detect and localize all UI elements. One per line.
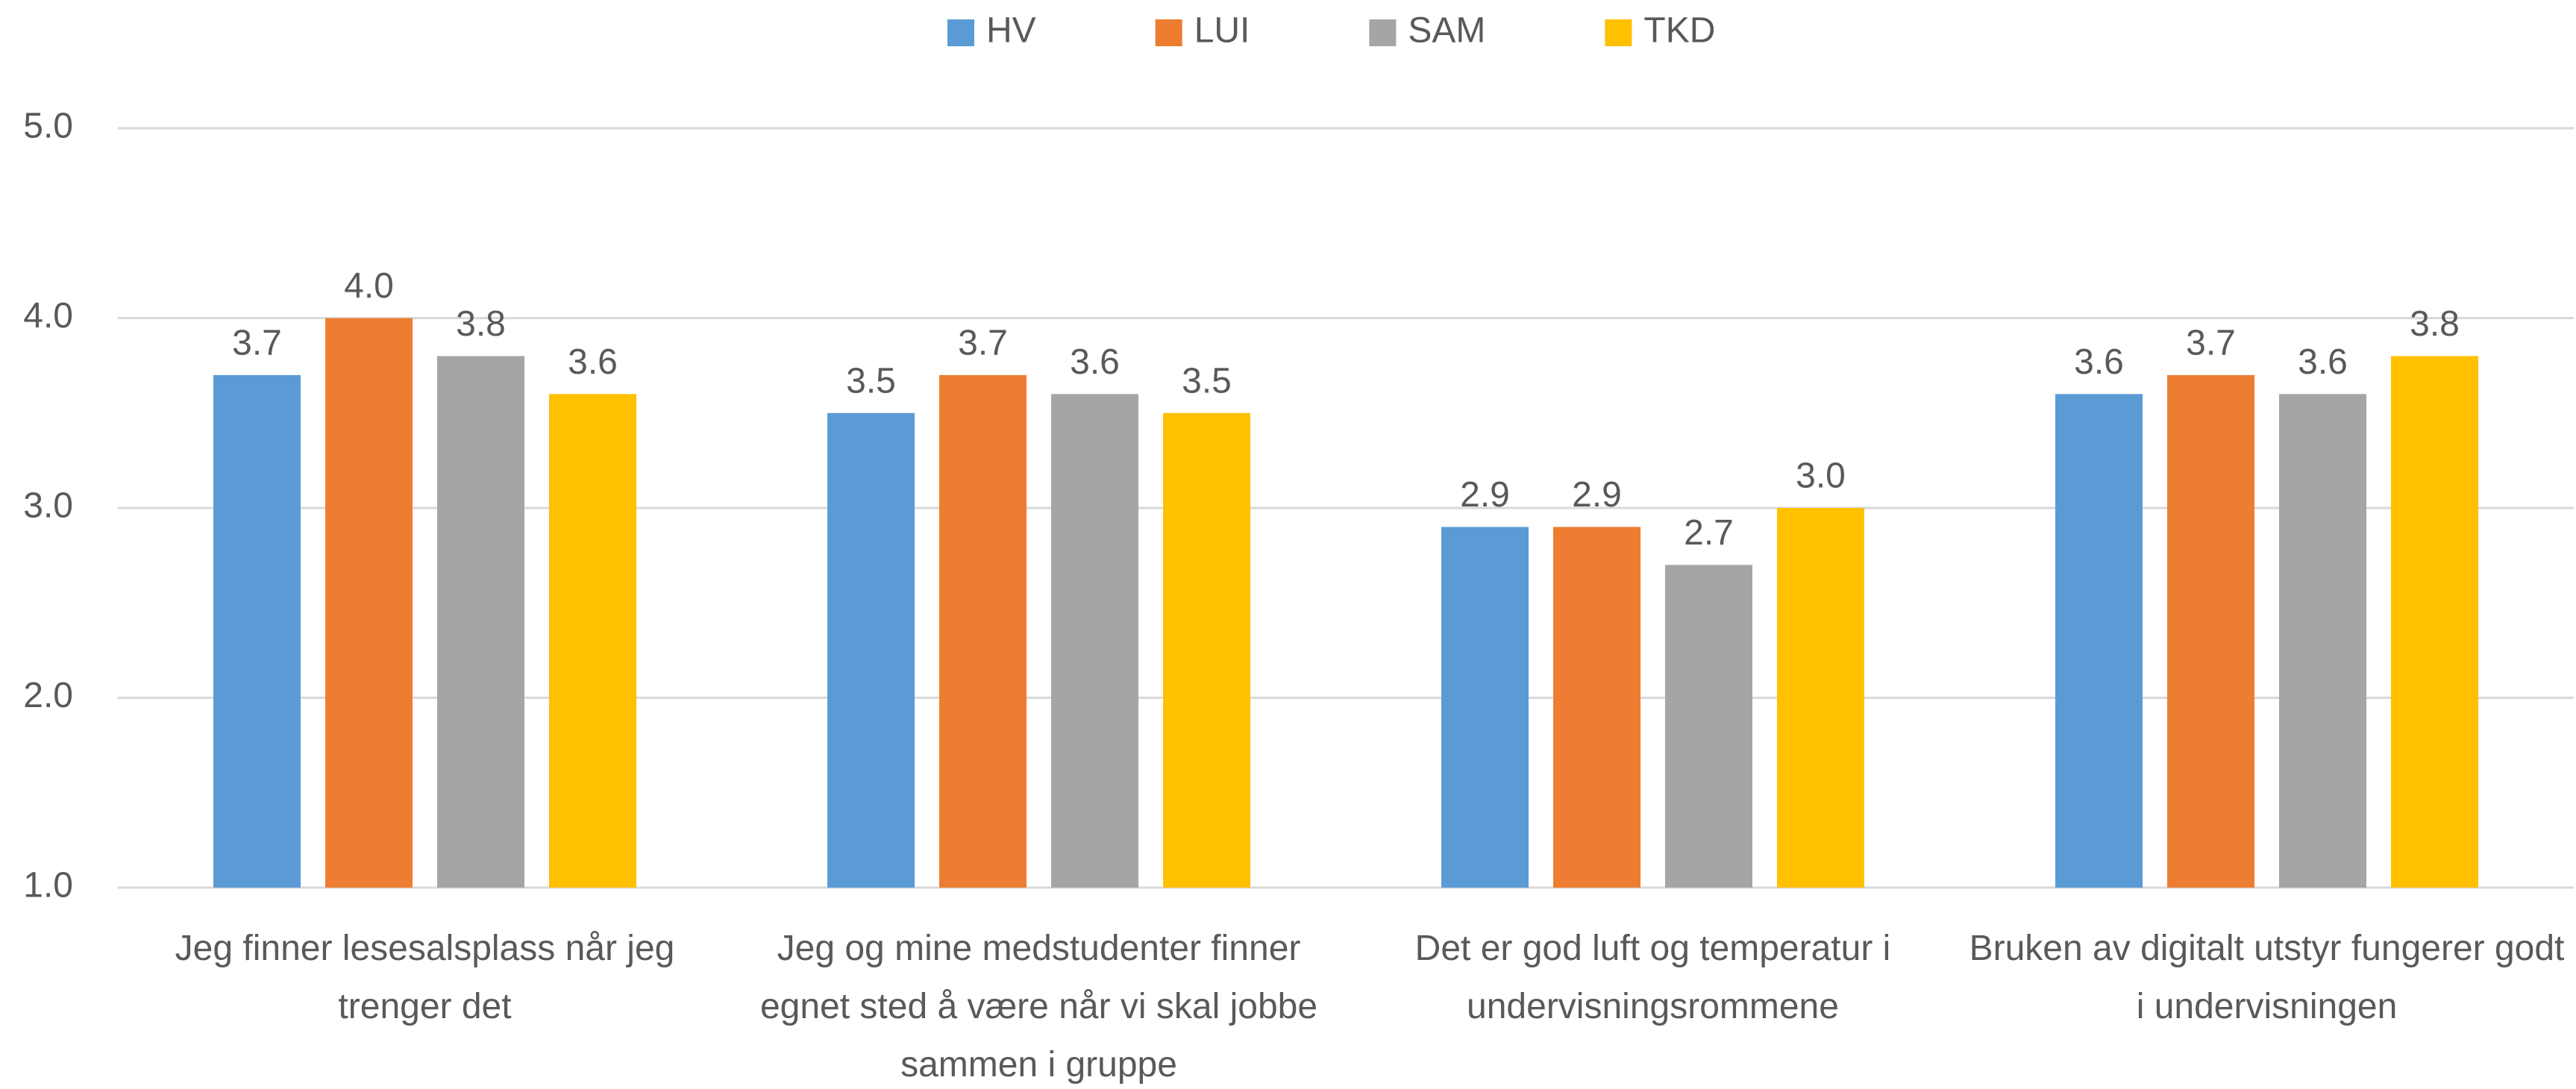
x-tick-line: i undervisningen [2137,987,2398,1026]
x-tick-line: Jeg finner lesesalsplass når jeg [175,929,675,968]
data-label: 4.0 [344,266,394,306]
x-tick-line: trenger det [338,987,511,1026]
bar [213,374,301,888]
legend: HV LUI SAM TKD [947,11,1715,51]
data-label: 3.8 [2410,304,2460,344]
data-label: 3.0 [1796,456,1846,496]
data-label: 2.9 [1460,475,1510,515]
data-label: 3.6 [568,342,618,382]
legend-label: HV [986,11,1036,51]
legend-label: LUI [1194,11,1250,51]
bar [437,356,524,888]
y-tick-label: 2.0 [23,676,73,715]
bar [1777,508,1864,888]
bar [1163,412,1250,888]
data-label: 3.6 [1070,342,1120,382]
legend-label: SAM [1408,11,1485,51]
bar [1441,527,1529,888]
x-tick-line: egnet sted å være når vi skal jobbe [760,987,1317,1026]
data-label: 3.6 [2074,342,2124,382]
legend-swatch [1155,19,1182,46]
bar [1051,394,1138,888]
x-tick-line: undervisningsrommene [1467,987,1839,1026]
data-label: 3.6 [2298,342,2348,382]
bar [1553,527,1640,888]
legend-label: TKD [1643,11,1715,51]
bar [2279,394,2366,888]
bar [2167,374,2254,888]
y-tick-label: 5.0 [23,107,73,146]
bar [325,318,413,888]
data-label: 3.7 [958,324,1008,363]
x-tick-label: Det er god luft og temperatur i undervisn… [1415,929,1891,1026]
legend-swatch [1605,19,1632,46]
data-label: 3.7 [232,324,282,363]
y-tick-label: 1.0 [23,866,73,906]
x-tick-line: sammen i gruppe [900,1045,1177,1085]
x-tick-line: Bruken av digitalt utstyr fungerer godt [1969,929,2565,968]
x-tick-label: Jeg finner lesesalsplass når jeg trenger … [175,929,675,1026]
data-label: 3.7 [2186,324,2236,363]
legend-swatch [1369,19,1397,46]
bar [827,412,915,888]
y-tick-label: 4.0 [23,296,73,336]
data-label: 2.9 [1572,475,1622,515]
data-label: 3.8 [456,304,506,344]
bar [1665,565,1752,888]
data-label: 3.5 [846,361,896,401]
x-tick-label: Jeg og mine medstudenter finner egnet ste… [760,929,1317,1085]
bar [939,374,1027,888]
data-label: 3.5 [1182,361,1232,401]
legend-swatch [947,19,974,46]
bar [2055,394,2143,888]
data-label: 2.7 [1684,513,1734,553]
x-tick-line: Jeg og mine medstudenter finner [777,929,1301,968]
bar [549,394,636,888]
x-tick-label: Bruken av digitalt utstyr fungerer godt i… [1969,929,2565,1026]
bar [2391,356,2478,888]
y-tick-label: 3.0 [23,486,73,526]
x-tick-line: Det er god luft og temperatur i [1415,929,1891,968]
